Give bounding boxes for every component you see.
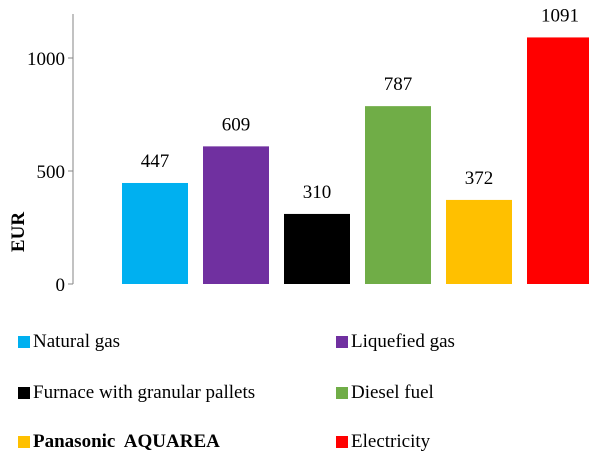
bars-layer [122, 37, 589, 285]
data-label: 609 [222, 114, 251, 135]
legend-label: Furnace with granular pallets [33, 382, 256, 403]
legend-label: Electricity [351, 431, 431, 452]
axis-layer: 0 500 1000 [27, 14, 74, 296]
legend-item: Furnace with granular pallets [18, 383, 255, 403]
data-labels-layer: 447 609 310 787 372 1091 [141, 5, 579, 203]
y-axis-title: EUR [8, 212, 29, 252]
bar-diesel-fuel [365, 106, 431, 284]
y-tick-label: 1000 [27, 49, 65, 70]
data-label: 372 [465, 168, 494, 189]
legend-item: Diesel fuel [336, 383, 434, 403]
legend-item: Liquefied gas [336, 332, 455, 352]
bar-electricity [527, 37, 589, 285]
legend-label: Diesel fuel [351, 382, 434, 403]
bar-panasonic-aquarea [446, 199, 512, 284]
legend-label: Liquefied gas [351, 331, 455, 352]
legend-swatch [336, 336, 348, 348]
data-label: 447 [141, 151, 170, 172]
legend-label: Natural gas [33, 331, 121, 352]
data-label: 1091 [541, 5, 579, 26]
legend-item: Electricity [336, 432, 430, 452]
y-tick-label: 0 [56, 275, 66, 296]
bar-furnace-with-granular-pallets [284, 213, 350, 284]
legend-swatch [18, 436, 30, 448]
legend-label: Panasonic AQUAREA [33, 431, 220, 452]
data-label: 310 [303, 182, 332, 203]
y-tick-label: 500 [37, 162, 66, 183]
bar-liquefied-gas [203, 146, 269, 284]
legend-swatch [18, 336, 30, 348]
data-label: 787 [384, 74, 413, 95]
legend-item: Panasonic AQUAREA [18, 432, 220, 452]
legend-swatch [18, 387, 30, 399]
legend-item: Natural gas [18, 332, 120, 352]
legend-swatch [336, 436, 348, 448]
bar-natural-gas [122, 182, 188, 284]
legend-swatch [336, 387, 348, 399]
